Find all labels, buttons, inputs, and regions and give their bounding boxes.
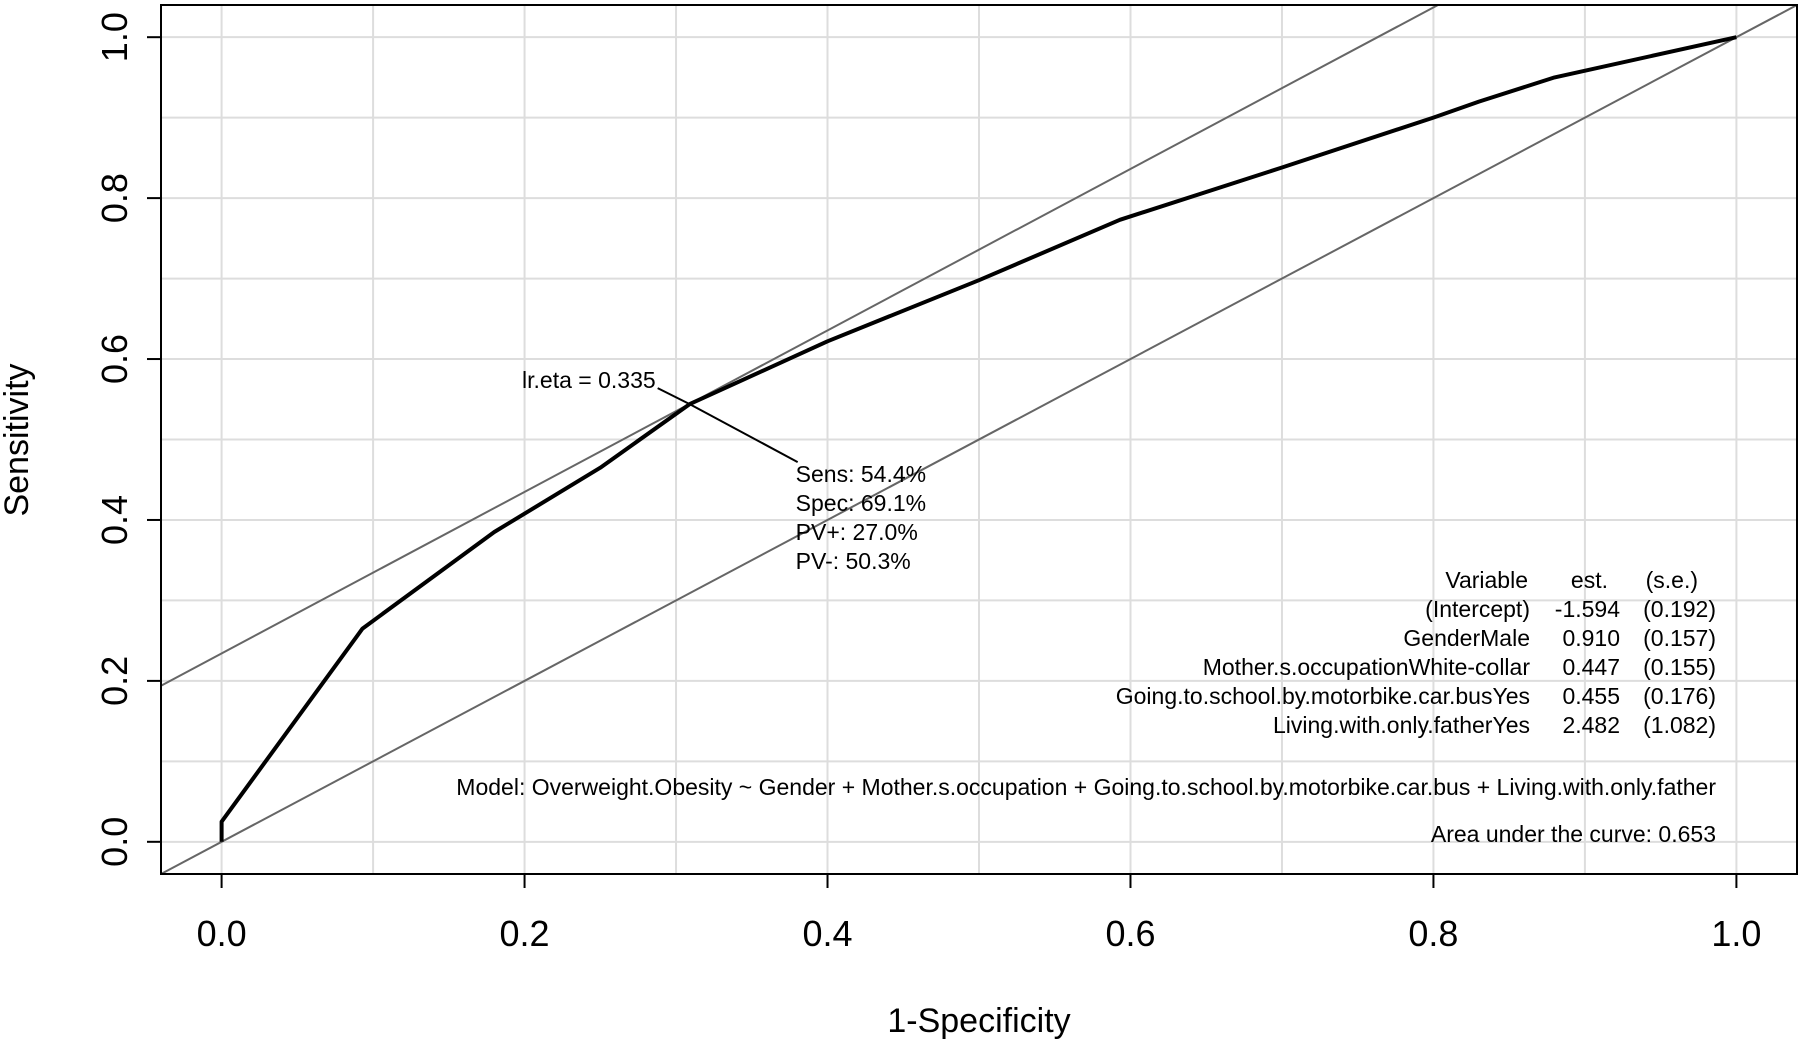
coef-cell: -1.594	[1555, 596, 1620, 622]
coef-cell: 2.482	[1562, 712, 1620, 738]
cutoff-annotation: lr.eta = 0.335 Sens: 54.4% Spec: 69.1% PV+:…	[522, 367, 926, 574]
reference-lines	[160, 4, 1798, 875]
grid	[161, 5, 1797, 874]
x-tick-label: 0.0	[197, 913, 247, 954]
x-tick-label: 0.8	[1408, 913, 1458, 954]
coef-cell: (0.157)	[1643, 625, 1716, 651]
coef-cell: (0.192)	[1643, 596, 1716, 622]
coef-cell: Mother.s.occupationWhite-collar	[1203, 654, 1531, 680]
cutoff-stat: Spec: 69.1%	[796, 490, 926, 516]
auc-text: Area under the curve: 0.653	[1431, 821, 1716, 847]
coef-header-variable: Variable	[1445, 567, 1528, 593]
cutoff-stat: Sens: 54.4%	[796, 461, 926, 487]
plot-frame	[160, 4, 1798, 875]
coef-cell: 0.910	[1562, 625, 1620, 651]
coef-cell: 0.447	[1562, 654, 1620, 680]
reference-line	[160, 4, 1439, 687]
y-tick-label: 0.8	[94, 173, 135, 223]
x-axis: 0.0 0.2 0.4 0.6 0.8 1.0	[197, 873, 1761, 954]
coef-cell: Going.to.school.by.motorbike.car.busYes	[1116, 683, 1530, 709]
coef-cell: (0.176)	[1643, 683, 1716, 709]
coef-cell: (1.082)	[1643, 712, 1716, 738]
cutoff-stats-leader	[689, 403, 799, 463]
x-tick-label: 1.0	[1711, 913, 1761, 954]
roc-curve-group	[219, 35, 1737, 842]
coef-header-est: est.	[1571, 567, 1608, 593]
y-axis-title: Sensitivity	[0, 363, 36, 516]
y-tick-label: 1.0	[94, 12, 135, 62]
x-tick-label: 0.4	[802, 913, 852, 954]
coef-cell: Living.with.only.fatherYes	[1273, 712, 1530, 738]
coef-header-se: (s.e.)	[1646, 567, 1698, 593]
x-tick-label: 0.2	[500, 913, 550, 954]
y-tick-label: 0.2	[94, 656, 135, 706]
coef-cell: (0.155)	[1643, 654, 1716, 680]
y-axis: 0.0 0.2 0.4 0.6 0.8 1.0	[94, 12, 162, 867]
coef-cell: (Intercept)	[1425, 596, 1530, 622]
y-tick-label: 0.4	[94, 495, 135, 545]
cutoff-label: lr.eta = 0.335	[522, 367, 656, 393]
cutoff-label-leader	[657, 387, 691, 405]
x-tick-label: 0.6	[1105, 913, 1155, 954]
y-tick-label: 0.0	[94, 817, 135, 867]
coefficient-table: Variable est. (s.e.) (Intercept) -1.594 (0.19…	[1116, 567, 1716, 738]
cutoff-stat: PV+: 27.0%	[796, 519, 918, 545]
roc-curve	[219, 35, 1737, 842]
reference-line	[160, 4, 1798, 875]
y-tick-label: 0.6	[94, 334, 135, 384]
x-axis-title: 1-Specificity	[887, 1002, 1070, 1040]
coef-cell: GenderMale	[1403, 625, 1530, 651]
cutoff-stat: PV-: 50.3%	[796, 548, 911, 574]
model-formula: Model: Overweight.Obesity ~ Gender + Mot…	[456, 774, 1716, 800]
coef-cell: 0.455	[1562, 683, 1620, 709]
